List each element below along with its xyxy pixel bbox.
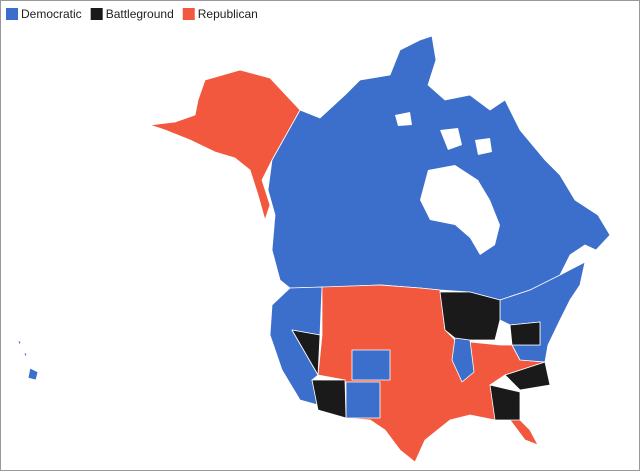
legend-swatch xyxy=(90,8,103,20)
alaska xyxy=(149,69,301,221)
legend: Democratic Battleground Republican xyxy=(6,7,258,21)
hawaii xyxy=(17,339,39,381)
pennsylvania xyxy=(509,321,541,346)
hudson-bay xyxy=(420,165,500,255)
georgia xyxy=(489,384,521,421)
arctic-water xyxy=(395,112,492,155)
legend-label: Democratic xyxy=(21,7,82,21)
regions xyxy=(17,35,611,463)
arizona xyxy=(311,379,347,419)
legend-label: Battleground xyxy=(106,7,174,21)
legend-swatch xyxy=(182,8,195,20)
legend-label: Republican xyxy=(198,7,258,21)
legend-swatch xyxy=(6,8,18,20)
north-carolina xyxy=(504,361,551,391)
great-lakes xyxy=(439,291,501,341)
new-mexico xyxy=(345,381,381,419)
colorado xyxy=(351,349,391,381)
nevada xyxy=(291,329,321,376)
